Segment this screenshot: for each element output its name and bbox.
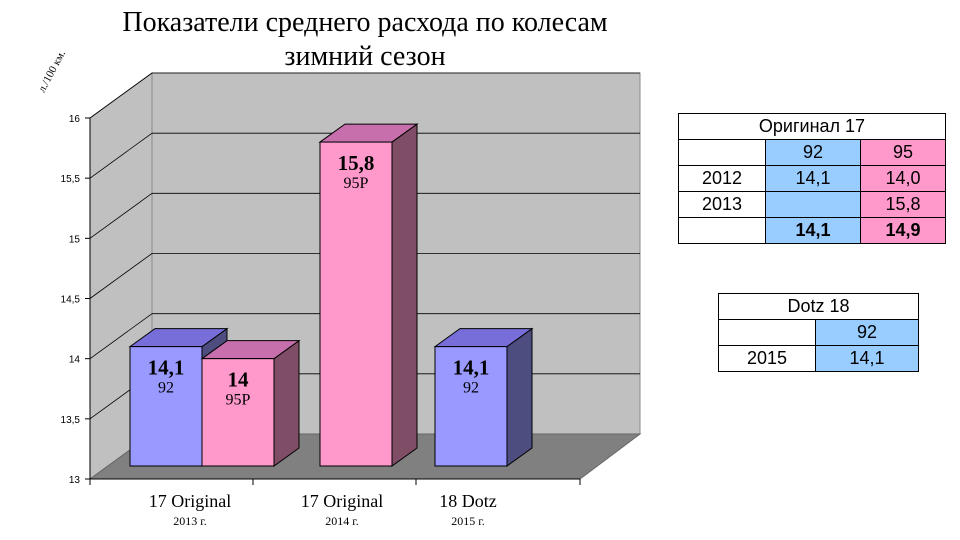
table-cell-95: 15,8 bbox=[860, 191, 946, 218]
bar-value-label: 14,1 bbox=[453, 356, 490, 380]
table-cell-95: 14,0 bbox=[860, 165, 946, 192]
table-original-header-empty bbox=[678, 139, 766, 166]
table-cell-year: 2012 bbox=[678, 165, 766, 192]
bar-value-label: 15,8 bbox=[338, 151, 375, 175]
y-axis-label: л./100 км. bbox=[36, 48, 68, 94]
bar-fuel-label: 95Р bbox=[344, 175, 369, 192]
y-tick-label: 13 bbox=[69, 475, 81, 486]
gridline-side bbox=[89, 132, 153, 179]
x-category-sublabel: 2014 г. bbox=[325, 514, 359, 528]
bar-side-face bbox=[273, 339, 300, 467]
bar-value-label: 14 bbox=[228, 368, 250, 392]
y-tick-label: 13,5 bbox=[61, 415, 81, 426]
y-tick-label: 15,5 bbox=[61, 174, 81, 185]
gridline-side bbox=[89, 72, 153, 119]
bar-value-label: 14,1 bbox=[148, 356, 185, 380]
table-cell-average-95: 14,9 bbox=[860, 217, 946, 244]
gridline-side bbox=[89, 253, 153, 299]
table-row: 2012 14,1 14,0 bbox=[678, 165, 946, 192]
gridline-side bbox=[89, 193, 153, 239]
table-dotz-header-empty bbox=[718, 319, 816, 346]
bar-front-face bbox=[129, 346, 203, 467]
x-category-sublabel: 2015 г. bbox=[451, 514, 485, 528]
x-category-label: 18 Dotz bbox=[439, 491, 497, 511]
table-cell-year bbox=[678, 217, 766, 244]
table-original-title: Оригинал 17 bbox=[678, 113, 946, 140]
table-cell-year: 2013 bbox=[678, 191, 766, 218]
table-dotz-title: Dotz 18 bbox=[718, 293, 919, 320]
table-original-header-92: 92 bbox=[765, 139, 861, 166]
chart-title-line-2: зимний сезон bbox=[284, 41, 446, 72]
x-category-sublabel: 2013 г. bbox=[173, 514, 207, 528]
chart-title-line-1: Показатели среднего расхода по колесам bbox=[122, 7, 608, 38]
y-tick-label: 14,5 bbox=[61, 295, 81, 306]
table-cell-92 bbox=[765, 191, 861, 218]
table-dotz-header-92: 92 bbox=[815, 319, 919, 346]
bar-front-face bbox=[434, 346, 508, 467]
table-row-average: 14,1 14,9 bbox=[678, 217, 946, 244]
table-dotz-18: Dotz 18 92 2015 14,1 bbox=[718, 293, 919, 372]
table-cell-average-92: 14,1 bbox=[765, 217, 861, 244]
table-cell-92: 14,1 bbox=[815, 345, 919, 372]
bar-fuel-label: 92 bbox=[463, 380, 479, 397]
table-cell-92: 14,1 bbox=[765, 165, 861, 192]
gridline-side bbox=[89, 313, 153, 359]
bar-front-face bbox=[201, 358, 275, 467]
table-row: 2015 14,1 bbox=[718, 345, 919, 372]
table-row: 2013 15,8 bbox=[678, 191, 946, 218]
table-original-17: Оригинал 17 92 95 2012 14,1 14,0 2013 15… bbox=[678, 113, 946, 244]
bar-front-face bbox=[319, 141, 393, 467]
bar-side-face bbox=[391, 123, 418, 467]
bar-side-face bbox=[506, 327, 533, 467]
y-tick-label: 14 bbox=[69, 355, 81, 366]
table-cell-year: 2015 bbox=[718, 345, 816, 372]
x-category-label: 17 Original bbox=[301, 491, 384, 511]
x-category-label: 17 Original bbox=[149, 491, 232, 511]
y-tick-label: 15 bbox=[69, 234, 81, 245]
chart-axes: 13 13,5 14 14,5 15 15,5 16 17 Original 2013 г. 17… bbox=[61, 114, 581, 528]
table-original-header-95: 95 bbox=[860, 139, 946, 166]
bar-fuel-label: 92 bbox=[158, 380, 174, 397]
bar-fuel-label: 95Р bbox=[226, 392, 251, 409]
bar: 14,192 bbox=[433, 327, 534, 467]
y-tick-label: 16 bbox=[69, 114, 81, 125]
chart-title: Показатели среднего расхода по колесам з… bbox=[0, 6, 730, 74]
